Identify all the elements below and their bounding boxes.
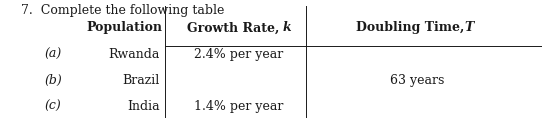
Text: Population: Population bbox=[87, 21, 163, 34]
Text: Rwanda: Rwanda bbox=[108, 48, 160, 61]
Text: Doubling Time,: Doubling Time, bbox=[356, 21, 468, 34]
Text: Brazil: Brazil bbox=[122, 74, 160, 87]
Text: 63 years: 63 years bbox=[390, 74, 444, 87]
Text: k: k bbox=[283, 21, 292, 34]
Text: Growth Rate,: Growth Rate, bbox=[188, 21, 284, 34]
Text: (b): (b) bbox=[44, 74, 62, 87]
Text: T: T bbox=[464, 21, 474, 34]
Text: India: India bbox=[127, 100, 160, 113]
Text: 2.4% per year: 2.4% per year bbox=[194, 48, 283, 61]
Text: (a): (a) bbox=[44, 48, 62, 61]
Text: 1.4% per year: 1.4% per year bbox=[194, 100, 283, 113]
Text: 7.  Complete the following table: 7. Complete the following table bbox=[21, 4, 224, 17]
Text: (c): (c) bbox=[45, 100, 61, 113]
